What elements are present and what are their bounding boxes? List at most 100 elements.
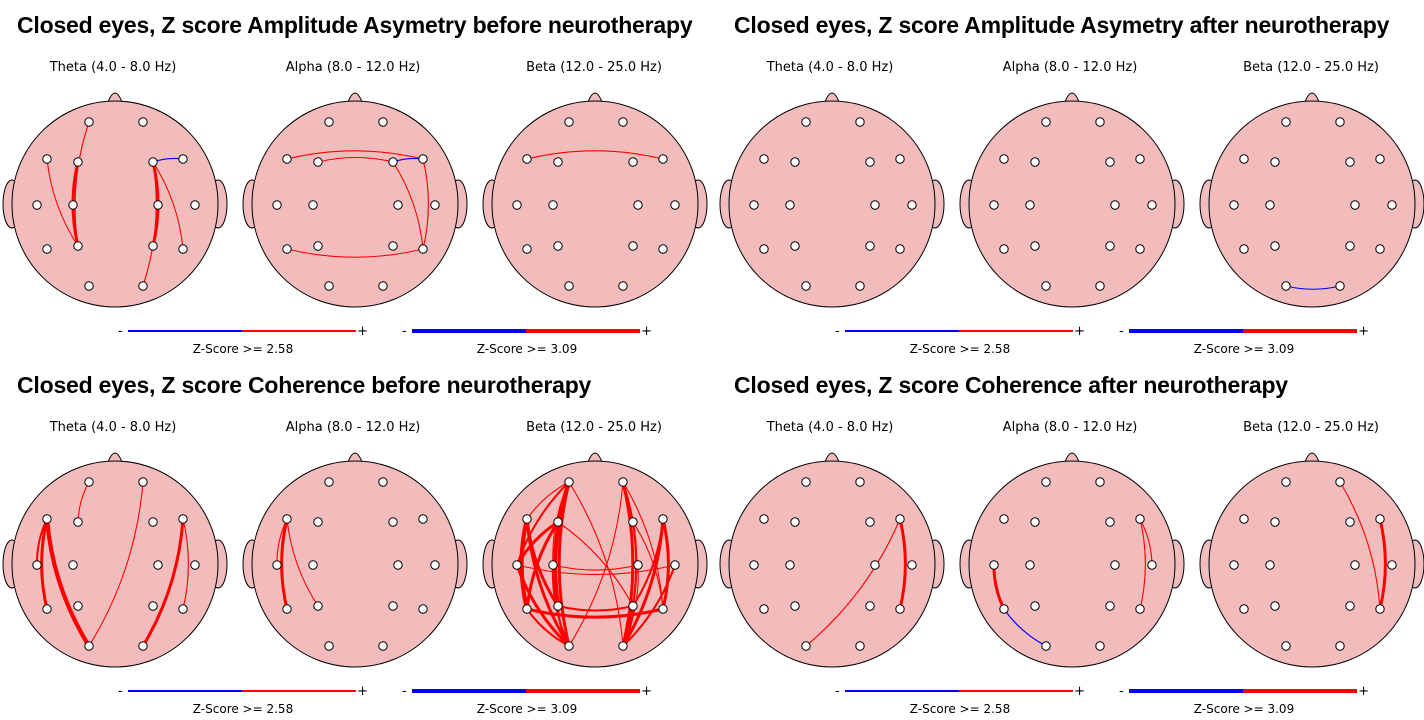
electrode-t3 [512,560,522,570]
electrode-c3 [548,560,558,570]
connection-f7-o1 [525,517,571,648]
connection-f4-o2 [622,521,638,647]
legend-minus: - [1119,684,1124,699]
electrode-o1 [801,281,811,291]
connection-f8-t6 [898,517,907,611]
head-map-alpha [242,92,468,308]
electrode-p3 [313,241,323,251]
connection-f7-p3 [46,158,79,247]
electrode-o2 [855,641,865,651]
electrode-fp1 [1041,117,1051,127]
electrode-p3 [1270,241,1280,251]
electrode-t6 [1135,604,1145,614]
electrode-p3 [553,241,563,251]
electrode-t3 [749,200,759,210]
electrode-fp2 [1095,477,1105,487]
electrode-f7 [282,154,292,164]
head-outline [728,100,936,308]
connection-fp2-t6 [1339,481,1381,610]
electrode-f8 [658,514,668,524]
connection-f4-t6 [152,161,184,250]
head-outline [251,100,459,308]
connection-f8-o1 [805,518,901,647]
electrode-f7 [42,514,52,524]
electrode-o1 [564,281,574,291]
head-outline [251,460,459,668]
electrode-t5 [1239,604,1249,614]
head-outline [968,460,1176,668]
electrode-t5 [1239,244,1249,254]
electrode-fp2 [618,477,628,487]
band-label-alpha: Alpha (8.0 - 12.0 Hz) [285,60,421,75]
electrode-f7 [282,514,292,524]
electrode-t4 [190,560,200,570]
connection-f3-f4 [317,157,394,163]
electrode-f7 [759,154,769,164]
electrode-fp1 [801,117,811,127]
head-map-alpha [242,452,468,668]
electrode-t5 [522,604,532,614]
electrode-f7 [759,514,769,524]
zscore-threshold-label: Z-Score >= 2.58 [192,702,294,716]
electrode-c3 [1025,200,1035,210]
electrode-f8 [1135,154,1145,164]
electrode-fp2 [1335,117,1345,127]
connection-p3-p4 [557,605,634,612]
electrode-t4 [430,560,440,570]
electrode-t6 [418,244,428,254]
head-outline [11,460,219,668]
legend-minus: - [835,324,840,339]
legend-minus: - [118,324,123,339]
zscore-legend-right: - + Z-Score >= 3.09 [1119,682,1369,718]
panel-title: Closed eyes, Z score Coherence after neu… [734,372,1288,398]
connection-f8-t6 [1139,518,1146,610]
electrode-f8 [418,154,428,164]
electrode-o2 [1095,641,1105,651]
electrode-fp1 [324,117,334,127]
electrode-f4 [388,157,398,167]
connection-t5-o1 [1003,608,1047,647]
electrode-t3 [272,560,282,570]
connection-f3-t3 [515,520,560,567]
electrode-fp2 [378,117,388,127]
band-labels: Theta (4.0 - 8.0 Hz) Alpha (8.0 - 12.0 H… [717,360,1424,720]
connection-f7-t5 [519,516,530,612]
electrode-fp2 [855,477,865,487]
panel-title: Closed eyes, Z score Amplitude Asymetry … [17,12,693,38]
connection-f7-p3 [286,518,319,607]
electrode-o1 [324,641,334,651]
electrode-f7 [1239,154,1249,164]
electrode-o1 [1281,641,1291,651]
electrode-t3 [989,560,999,570]
connection-t3-t4 [516,564,676,575]
head-map-beta [1199,452,1424,668]
electrode-o2 [378,641,388,651]
electrode-p3 [1030,241,1040,251]
connection-t5-t6 [525,607,665,619]
zscore-threshold-label: Z-Score >= 3.09 [476,702,578,716]
electrode-o1 [564,641,574,651]
electrode-o2 [1335,641,1345,651]
electrode-t3 [272,200,282,210]
electrode-c4 [153,560,163,570]
connection-fp1-p3 [74,121,90,247]
connection-fp2-o1 [568,481,624,647]
legend-minus: - [402,684,407,699]
electrode-c3 [68,200,78,210]
head-maps [719,452,1424,668]
legend-plus: + [1358,324,1369,339]
electrode-o1 [1041,641,1051,651]
electrode-t6 [178,604,188,614]
band-label-alpha: Alpha (8.0 - 12.0 Hz) [285,420,421,435]
electrode-c3 [1025,560,1035,570]
electrode-f7 [999,154,1009,164]
zscore-legend-left: - + Z-Score >= 2.58 [835,322,1085,358]
electrode-t5 [282,604,292,614]
electrode-fp1 [84,477,94,487]
electrode-t6 [658,244,668,254]
head-map-alpha [959,92,1185,308]
zscore-threshold-label: Z-Score >= 3.09 [1193,702,1295,716]
electrode-t6 [895,604,905,614]
connection-t5-t6 [286,248,424,258]
legend-minus: - [835,684,840,699]
